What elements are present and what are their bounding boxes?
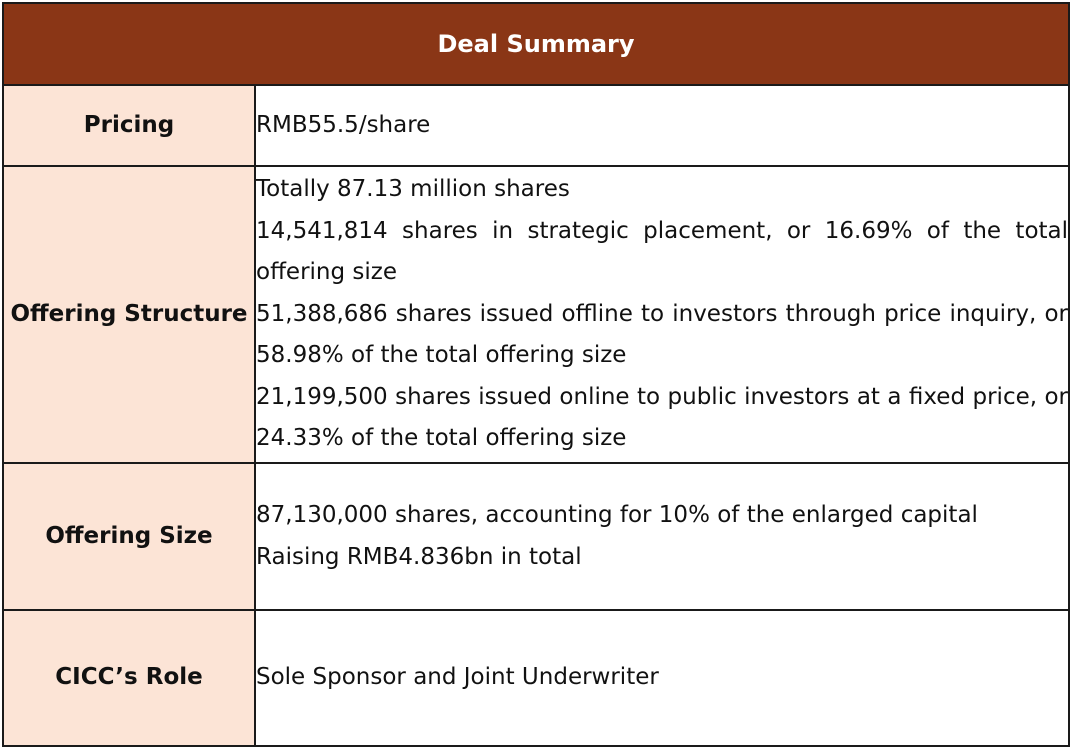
- structure-line-total: Totally 87.13 million shares: [256, 176, 570, 203]
- structure-line-strategic: 14,541,814 shares in strategic placement…: [256, 217, 1069, 286]
- size-line-shares: 87,130,000 shares, accounting for 10% of…: [256, 502, 978, 528]
- row-value-pricing: RMB55.5/share: [253, 84, 1070, 167]
- row-value-offering-structure: Totally 87.13 million shares 14,541,814 …: [253, 165, 1070, 464]
- row-value-offering-size: 87,130,000 shares, accounting for 10% of…: [253, 462, 1070, 611]
- row-label-cicc-role: CICC’s Role: [2, 609, 256, 747]
- row-label-offering-size: Offering Size: [2, 462, 256, 611]
- row-value-cicc-role: Sole Sponsor and Joint Underwriter: [253, 609, 1070, 747]
- structure-line-offline: 51,388,686 shares issued offline to inve…: [256, 300, 1069, 369]
- table-header-row: Deal Summary: [1, 2, 1070, 86]
- table-row-offering-structure: Offering Structure Totally 87.13 million…: [2, 165, 1070, 464]
- role-line: Sole Sponsor and Joint Underwriter: [256, 664, 659, 691]
- table-row-cicc-role: CICC’s Role Sole Sponsor and Joint Under…: [2, 609, 1070, 747]
- table-row-pricing: Pricing RMB55.5/share: [2, 84, 1070, 167]
- table-title: Deal Summary: [1, 2, 1070, 86]
- pricing-line: RMB55.5/share: [256, 111, 431, 138]
- structure-line-online: 21,199,500 shares issued online to publi…: [256, 383, 1069, 452]
- row-label-pricing: Pricing: [2, 84, 256, 167]
- row-label-offering-structure: Offering Structure: [2, 165, 256, 464]
- size-line-raising: Raising RMB4.836bn in total: [256, 543, 582, 570]
- table-row-offering-size: Offering Size 87,130,000 shares, account…: [2, 462, 1070, 611]
